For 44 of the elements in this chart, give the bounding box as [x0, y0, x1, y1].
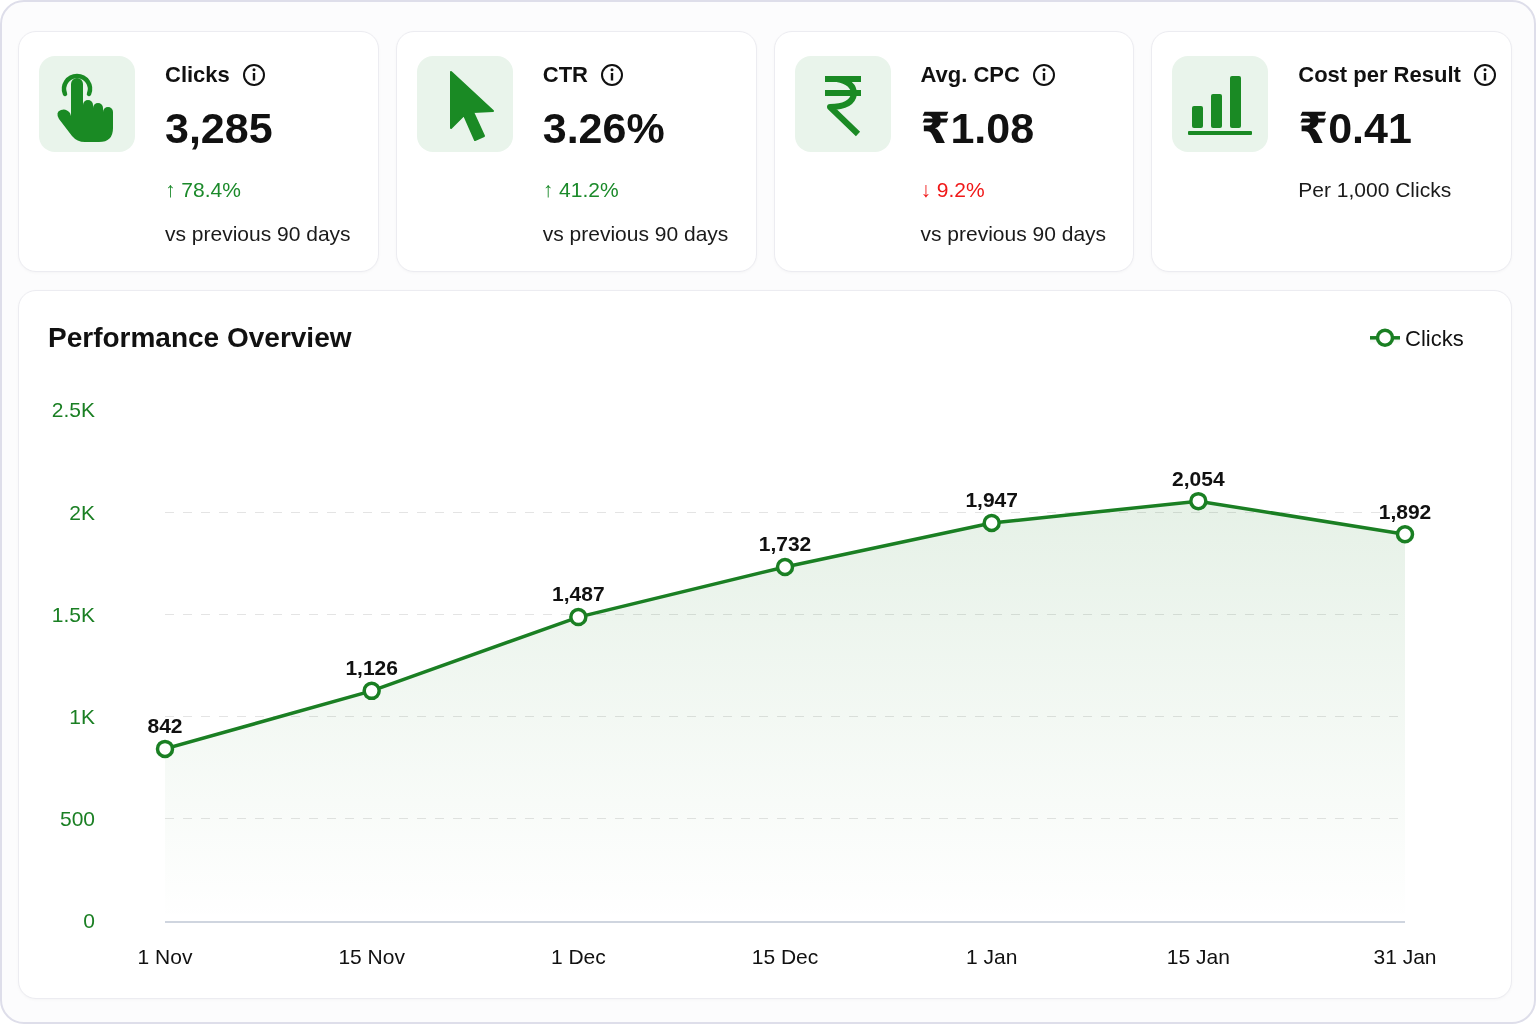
text: Avg. CPC: [920, 61, 1020, 89]
text: ↑ 78.4%: [165, 177, 241, 203]
point: [1189, 491, 1208, 511]
x-tick-label: 15 Dec: [751, 945, 819, 969]
text: Clicks: [165, 61, 230, 89]
text: vs previous 90 days: [920, 221, 1107, 247]
text: Cost per Result: [1298, 61, 1461, 89]
text: vs previous 90 days: [165, 221, 351, 247]
point: [362, 681, 381, 701]
text: 3,285: [165, 103, 273, 154]
y-tick-label: 500: [59, 807, 95, 831]
text: CTR: [542, 61, 588, 89]
data-label: 842: [147, 714, 183, 738]
point: [569, 607, 588, 627]
text: ₹1.08: [920, 103, 1035, 154]
x-tick-label: 1 Dec: [550, 945, 606, 969]
x-tick-label: 15 Nov: [338, 945, 406, 969]
data-label: 1,947: [965, 488, 1018, 512]
y-tick-label: 1K: [69, 704, 95, 728]
text: ₹0.41: [1298, 103, 1412, 154]
y-tick-label: 2.5K: [51, 398, 95, 422]
x-tick-label: 1 Jan: [965, 945, 1018, 969]
point: [982, 513, 1001, 533]
y-tick-label: 0: [83, 909, 95, 933]
point: [1395, 525, 1415, 544]
x-tick-label: 31 Jan: [1373, 945, 1437, 969]
text: vs previous 90 days: [542, 221, 729, 247]
text: Per 1,000 Clicks: [1298, 177, 1452, 203]
text: 3.26%: [542, 103, 665, 154]
y-tick-label: 2K: [69, 500, 95, 524]
point: [155, 739, 175, 759]
text: ↓ 9.2%: [920, 177, 985, 203]
y-tick-label: 1.5K: [51, 602, 95, 626]
x-tick-label: 15 Jan: [1166, 945, 1230, 969]
x-tick-label: 1 Nov: [137, 945, 193, 969]
legend-label: Clicks: [1405, 326, 1464, 352]
text: ↑ 41.2%: [542, 177, 619, 203]
data-label: 2,054: [1172, 466, 1225, 490]
data-label: 1,126: [345, 656, 398, 680]
chart-title: Performance Overview: [48, 321, 352, 353]
data-label: 1,892: [1378, 499, 1432, 523]
data-label: 1,732: [758, 532, 812, 556]
point: [775, 557, 795, 577]
data-label: 1,487: [552, 582, 605, 606]
